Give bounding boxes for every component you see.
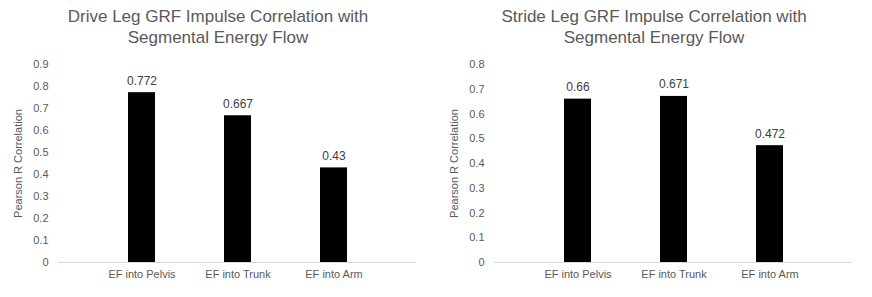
- svg-text:0.7: 0.7: [33, 102, 48, 114]
- svg-text:0.6: 0.6: [469, 108, 484, 120]
- svg-text:0.5: 0.5: [33, 146, 48, 158]
- svg-text:EF into Trunk: EF into Trunk: [205, 268, 271, 280]
- svg-text:0.66: 0.66: [566, 80, 590, 94]
- svg-text:EF into Trunk: EF into Trunk: [641, 268, 707, 280]
- svg-text:0.3: 0.3: [33, 190, 48, 202]
- svg-text:EF into Pelvis: EF into Pelvis: [544, 268, 612, 280]
- svg-text:0.667: 0.667: [223, 97, 253, 111]
- svg-text:EF into Arm: EF into Arm: [305, 268, 362, 280]
- svg-text:0.3: 0.3: [469, 182, 484, 194]
- svg-text:0.5: 0.5: [469, 132, 484, 144]
- svg-text:0.8: 0.8: [33, 80, 48, 92]
- svg-text:0.772: 0.772: [127, 74, 157, 88]
- svg-text:Pearson R Correlation: Pearson R Correlation: [12, 109, 24, 218]
- svg-text:0.4: 0.4: [33, 168, 48, 180]
- svg-text:0.671: 0.671: [659, 77, 689, 91]
- html-text:Stride Leg GRF Impulse Correla: Stride Leg GRF Impulse Correlation with …: [501, 7, 807, 47]
- svg-text:0: 0: [42, 256, 48, 268]
- svg-text:0.8: 0.8: [469, 58, 484, 70]
- svg-text:0.4: 0.4: [469, 157, 484, 169]
- svg-text:0.9: 0.9: [33, 58, 48, 70]
- svg-text:EF into Arm: EF into Arm: [741, 268, 798, 280]
- html-text:Drive Leg GRF Impulse Correlat: Drive Leg GRF Impulse Correlation with S…: [67, 7, 369, 47]
- svg-text:EF into Pelvis: EF into Pelvis: [108, 268, 176, 280]
- svg-text:0: 0: [478, 256, 484, 268]
- svg-text:Pearson R Correlation: Pearson R Correlation: [448, 109, 460, 218]
- svg-text:0.1: 0.1: [33, 234, 48, 246]
- svg-text:0.7: 0.7: [469, 83, 484, 95]
- svg-text:0.6: 0.6: [33, 124, 48, 136]
- svg-text:0.2: 0.2: [33, 212, 48, 224]
- svg-text:0.2: 0.2: [469, 207, 484, 219]
- svg-text:0.1: 0.1: [469, 231, 484, 243]
- svg-text:0.472: 0.472: [755, 127, 785, 141]
- svg-text:0.43: 0.43: [322, 149, 346, 163]
